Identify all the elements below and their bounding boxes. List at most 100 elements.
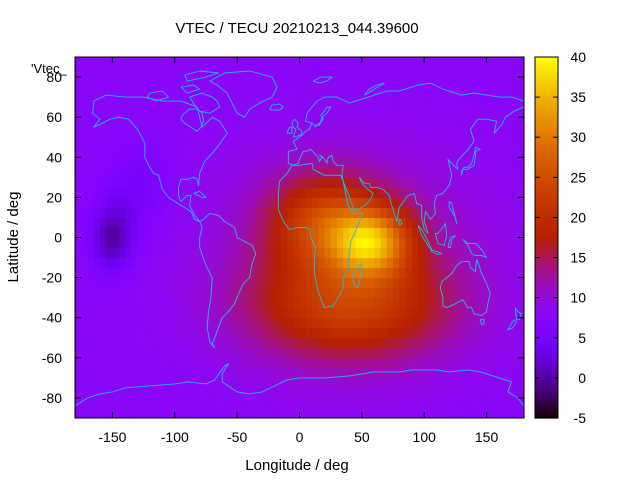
heatmap-cell: [131, 407, 138, 418]
heatmap-cell: [81, 87, 89, 98]
heatmap-cell: [162, 177, 170, 188]
heatmap-cell: [417, 137, 425, 148]
heatmap-cell: [361, 77, 369, 88]
heatmap-cell: [274, 407, 282, 418]
heatmap-cell: [149, 137, 157, 148]
heatmap-cell: [249, 127, 257, 138]
heatmap-cell: [124, 277, 132, 289]
heatmap-cell: [499, 97, 506, 108]
heatmap-cell: [442, 367, 450, 379]
heatmap-cell: [249, 287, 257, 299]
heatmap-cell: [449, 367, 457, 379]
colorbar-segment: [535, 330, 558, 335]
heatmap-cell: [143, 357, 151, 369]
heatmap-cell: [511, 147, 519, 158]
heatmap-cell: [230, 97, 238, 108]
heatmap-cell: [374, 367, 382, 379]
heatmap-cell: [424, 77, 432, 88]
heatmap-cell: [212, 127, 220, 138]
heatmap-cell: [449, 187, 457, 198]
heatmap-cell: [511, 337, 519, 349]
heatmap-cell: [318, 307, 326, 319]
heatmap-cell: [268, 207, 276, 219]
heatmap-cell: [224, 217, 232, 229]
heatmap-cell: [81, 337, 89, 349]
heatmap-cell: [305, 137, 313, 148]
heatmap-cell: [81, 117, 89, 128]
heatmap-cell: [93, 97, 101, 108]
heatmap-cell: [93, 67, 101, 78]
heatmap-cell: [467, 177, 475, 188]
heatmap-cell: [411, 237, 419, 249]
heatmap-cell: [380, 277, 388, 289]
heatmap-cell: [374, 67, 382, 78]
heatmap-cell: [374, 137, 382, 148]
coastline-borneo: [434, 223, 448, 246]
heatmap-cell: [181, 107, 188, 118]
heatmap-cell: [243, 67, 251, 78]
heatmap-cell: [280, 87, 288, 98]
heatmap-cell: [274, 97, 282, 108]
heatmap-cell: [193, 217, 201, 229]
colorbar-tick-label: 10: [570, 290, 586, 306]
heatmap-cell: [199, 67, 207, 78]
heatmap-cell: [461, 187, 469, 198]
heatmap-cell: [212, 347, 220, 359]
heatmap-cell: [249, 87, 257, 98]
heatmap-cell: [461, 107, 469, 118]
heatmap-cell: [442, 347, 450, 359]
heatmap-cell: [205, 237, 213, 249]
heatmap-cell: [424, 377, 432, 389]
heatmap-cell: [436, 137, 444, 148]
heatmap-cell: [343, 287, 350, 299]
heatmap-cell: [336, 387, 344, 399]
heatmap-cell: [162, 367, 170, 379]
heatmap-cell: [218, 187, 226, 198]
heatmap-cell: [474, 97, 481, 108]
heatmap-cell: [368, 407, 375, 418]
heatmap-cell: [517, 337, 524, 349]
heatmap-cell: [330, 307, 338, 319]
heatmap-cell: [212, 197, 220, 209]
heatmap-cell: [324, 237, 332, 249]
heatmap-cell: [87, 107, 95, 118]
heatmap-cell: [499, 227, 506, 239]
heatmap-cell: [243, 217, 251, 229]
heatmap-cell: [293, 177, 301, 188]
heatmap-cell: [499, 347, 506, 359]
heatmap-cell: [81, 237, 89, 249]
heatmap-cell: [393, 147, 400, 158]
heatmap-cell: [224, 287, 232, 299]
heatmap-cell: [249, 237, 257, 249]
heatmap-cell: [349, 257, 357, 269]
heatmap-cell: [449, 307, 457, 319]
heatmap-cell: [87, 177, 95, 188]
heatmap-cell: [137, 317, 145, 329]
heatmap-cell: [417, 287, 425, 299]
heatmap-cell: [255, 187, 263, 198]
heatmap-cell: [174, 337, 182, 349]
heatmap-cell: [118, 327, 126, 339]
heatmap-cell: [424, 177, 432, 188]
heatmap-cell: [355, 337, 363, 349]
heatmap-cell: [106, 337, 114, 349]
heatmap-cell: [505, 167, 513, 178]
heatmap-cell: [368, 157, 375, 168]
colorbar-segment: [535, 150, 558, 154]
heatmap-cell: [299, 87, 307, 98]
heatmap-cell: [467, 67, 475, 78]
heatmap-cell: [224, 167, 232, 178]
heatmap-cell: [106, 217, 114, 229]
heatmap-cell: [112, 297, 120, 309]
heatmap-cell: [411, 197, 419, 209]
heatmap-cell: [106, 257, 114, 269]
heatmap-cell: [293, 377, 301, 389]
heatmap-cell: [461, 177, 469, 188]
heatmap-cell: [449, 347, 457, 359]
heatmap-cell: [480, 167, 488, 178]
heatmap-cell: [355, 307, 363, 319]
heatmap-cell: [336, 147, 344, 158]
heatmap-cell: [499, 207, 506, 219]
heatmap-cell: [393, 77, 400, 88]
